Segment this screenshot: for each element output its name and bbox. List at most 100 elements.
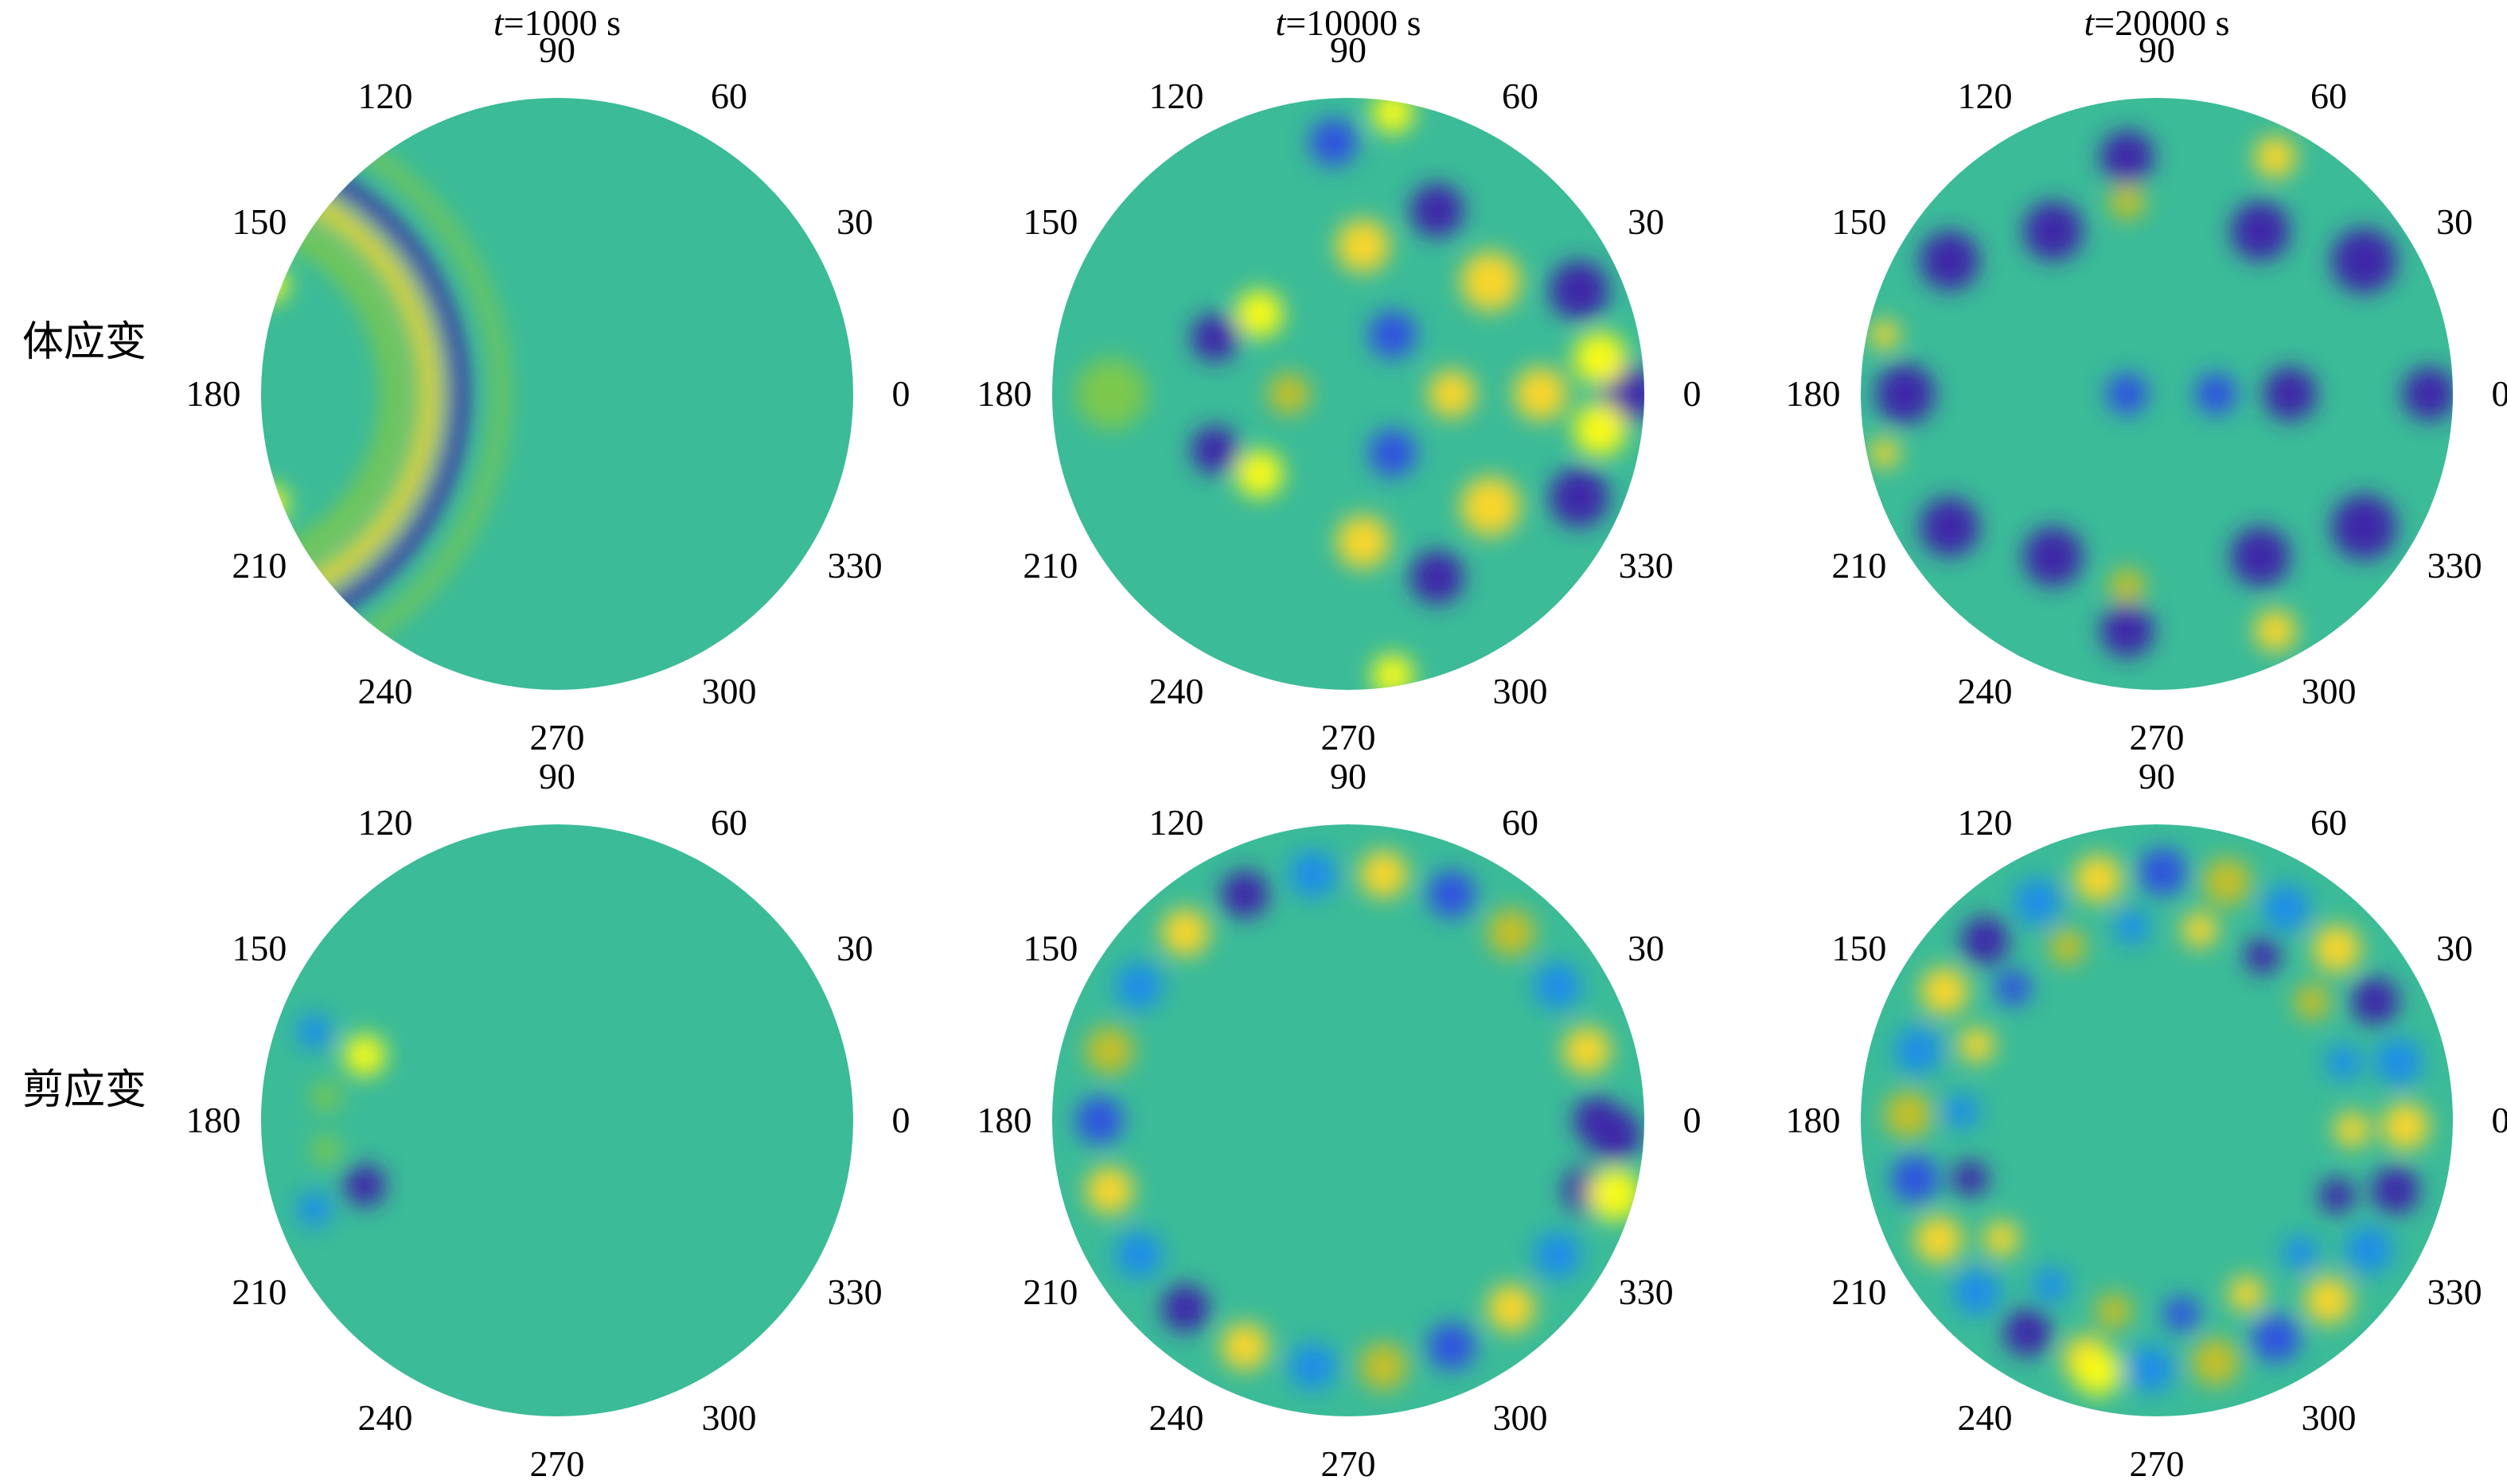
heatmap-blob [2326,1045,2361,1081]
heatmap-blob [2014,878,2061,926]
angle-tick-label: 150 [1023,202,1078,242]
heatmap-blob [1310,119,1358,166]
angle-tick-label: 120 [358,803,413,843]
heatmap-blob [1550,261,1608,320]
angle-tick-label: 330 [828,546,883,586]
heatmap-blob [311,1135,341,1165]
heatmap-blob [1959,1027,1994,1063]
polar-heatmap [996,769,1700,1472]
heatmap-blob [2139,848,2187,896]
angle-tick-label: 0 [892,374,910,414]
heatmap-blob [1289,1343,1337,1391]
angle-tick-label: 270 [2130,1444,2185,1484]
angle-tick-label: 60 [2310,803,2347,843]
heatmap-blob [1487,1284,1535,1332]
angle-tick-label: 270 [1321,718,1376,758]
angle-tick-label: 150 [232,202,287,242]
angle-tick-label: 120 [1149,76,1204,116]
angle-tick-label: 150 [1831,202,1886,242]
heatmap-blob [2195,373,2236,415]
heatmap-blob [1534,1231,1581,1279]
heatmap-blob [2295,984,2330,1020]
heatmap-blob [311,1082,341,1112]
heatmap-blob [2100,604,2154,657]
angle-tick-label: 300 [702,672,757,711]
heatmap-blob [1460,251,1519,310]
heatmap-blob [1162,909,1210,956]
heatmap-blob [1191,314,1239,362]
heatmap-blob [1983,1221,2019,1256]
angle-tick-label: 180 [186,374,241,414]
heatmap-blob [2331,228,2396,294]
angle-tick-label: 150 [232,929,287,968]
heatmap-blob [1915,1216,1963,1264]
angle-tick-label: 330 [1619,1272,1674,1312]
angle-tick-label: 240 [1149,672,1204,711]
angle-tick-label: 120 [1149,803,1204,843]
heatmap-blob [2203,858,2251,906]
angle-tick-label: 300 [1493,1398,1548,1438]
heatmap-blob [1870,438,1899,468]
polar-heatmap [205,769,909,1472]
heatmap-blob [252,267,288,302]
heatmap-blob [1588,1168,1641,1221]
heatmap-blob [1086,1167,1133,1214]
row-label-volumetric-strain: 体应变 [22,318,146,366]
heatmap-blob [2305,1276,2353,1324]
angle-tick-label: 300 [702,1398,757,1438]
heatmap-blob [1550,468,1608,527]
heatmap-blob [2192,1338,2240,1386]
angle-tick-label: 30 [836,929,873,968]
heatmap-blob [2109,568,2145,604]
heatmap-blob [1428,1322,1476,1370]
heatmap-blob [1410,184,1464,237]
heatmap-blob [2263,368,2317,421]
angle-tick-label: 330 [828,1272,883,1312]
heatmap-blob [1221,1322,1269,1370]
heatmap-blob [1221,871,1269,918]
heatmap-blob [1360,1343,1408,1391]
heatmap-blob [2182,912,2218,948]
angle-tick-label: 240 [358,1398,413,1438]
angle-tick-label: 120 [1958,76,2013,116]
heatmap-blob [1920,497,1979,556]
heatmap-blob [2074,1348,2122,1396]
heatmap-blob [1995,970,2031,1006]
heatmap-blob [1920,231,1979,290]
heatmap-blob [1460,477,1519,536]
heatmap-blob [2228,1276,2264,1312]
angle-tick-label: 90 [1330,757,1367,797]
heatmap-blob [1369,430,1417,477]
angle-tick-label: 270 [530,1444,585,1484]
heatmap-blob [2283,1235,2318,1271]
heatmap-blob [1514,368,1567,421]
heatmap-blob [1336,220,1390,273]
heatmap-blob [2049,929,2085,964]
heatmap-blob [1369,311,1417,359]
heatmap-blob [1563,1026,1611,1074]
heatmap-blob [2109,184,2145,220]
angle-tick-label: 30 [1628,929,1664,968]
angle-tick-label: 60 [2310,76,2347,116]
angle-tick-label: 60 [711,76,747,116]
angle-tick-label: 180 [1786,374,1841,414]
heatmap-blob [1115,962,1163,1010]
angle-tick-label: 240 [1958,1398,2013,1438]
angle-tick-label: 240 [358,672,413,711]
heatmap-blob [1086,1026,1133,1074]
heatmap-blob [2075,855,2123,903]
angle-tick-label: 90 [1330,30,1367,70]
heatmap-blob [1534,962,1581,1010]
angle-tick-label: 60 [711,803,747,843]
angle-tick-label: 330 [2427,1272,2482,1312]
angle-tick-label: 210 [232,1272,287,1312]
heatmap-blob [1289,851,1337,898]
heatmap-blob [1336,516,1390,569]
angle-tick-label: 300 [1493,672,1548,711]
polar-heatmap [1805,769,2507,1472]
heatmap-blob [1115,1231,1163,1279]
